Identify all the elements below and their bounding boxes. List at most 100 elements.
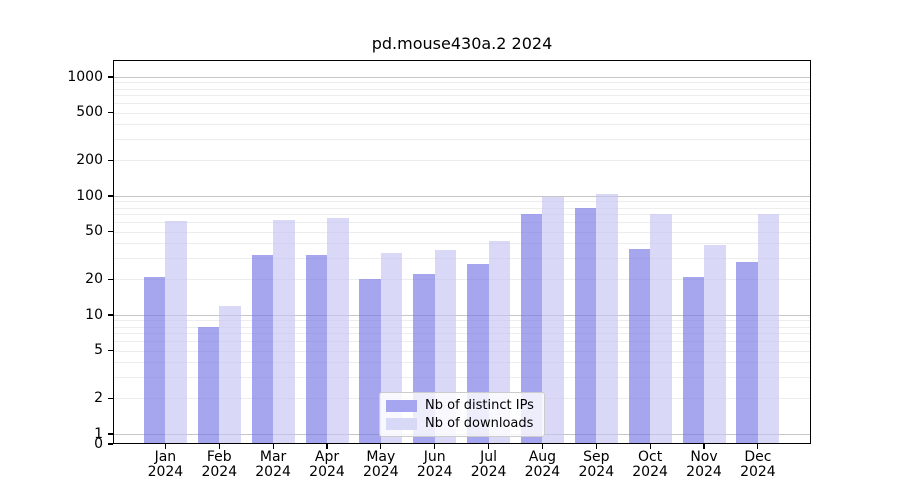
gridline-minor <box>113 377 811 379</box>
x-tick-label: Aug 2024 <box>524 449 561 480</box>
y-tick-label: 2 <box>94 389 103 406</box>
x-tick-mark <box>541 444 544 449</box>
y-tick-mark <box>107 314 113 316</box>
gridline-minor <box>113 222 811 224</box>
bar-downloads-mar <box>273 219 295 444</box>
x-tick-mark <box>272 444 274 449</box>
x-tick-label: Nov 2024 <box>686 449 722 480</box>
legend-swatch-ips-icon <box>386 399 417 412</box>
gridline-major <box>113 77 811 78</box>
gridline-minor <box>113 362 811 364</box>
y-tick-label: 100 <box>76 187 103 204</box>
bar-ips-feb <box>197 326 220 444</box>
gridline-minor <box>113 214 811 216</box>
bar-downloads-sep <box>596 193 618 444</box>
bar-ips-nov <box>682 276 704 444</box>
gridline-minor <box>113 350 811 352</box>
bar-ips-dec <box>736 261 758 444</box>
gridline-minor <box>113 139 811 141</box>
x-tick-label: Dec 2024 <box>740 449 776 480</box>
bar-downloads-dec <box>757 214 780 444</box>
gridline-minor <box>113 88 811 90</box>
x-tick-label: Mar 2024 <box>255 449 291 480</box>
chart-title: pd.mouse430a.2 2024 <box>371 34 553 53</box>
bar-ips-apr <box>305 254 327 444</box>
gridline-minor <box>113 258 811 260</box>
legend-label-distinct-ips: Nb of distinct IPs <box>425 398 534 413</box>
y-tick-mark <box>107 159 113 161</box>
y-tick-label: 5 <box>94 342 103 359</box>
legend-label-downloads: Nb of downloads <box>425 416 534 431</box>
y-tick-mark <box>107 443 113 445</box>
legend: Nb of distinct IPs Nb of downloads <box>379 392 545 437</box>
y-tick-label: 500 <box>76 104 103 121</box>
gridline-minor <box>113 201 811 203</box>
bar-downloads-oct <box>650 214 672 444</box>
y-tick-label: 20 <box>85 270 103 287</box>
bar-ips-sep <box>574 207 597 444</box>
y-tick-mark <box>107 397 113 399</box>
y-tick-mark <box>107 278 113 280</box>
gridline-minor <box>113 320 811 322</box>
y-tick-label: 0 <box>94 435 103 452</box>
gridline-minor <box>113 333 811 335</box>
x-tick-label: May 2024 <box>362 449 399 480</box>
gridline-minor <box>113 95 811 97</box>
x-tick-mark <box>326 444 328 449</box>
y-tick-label: 1000 <box>67 68 103 85</box>
gridline-minor <box>113 243 811 245</box>
y-tick-mark <box>107 76 113 78</box>
y-tick-mark <box>107 195 113 197</box>
y-tick-mark <box>107 231 113 233</box>
x-tick-mark <box>380 444 382 449</box>
bar-downloads-nov <box>704 244 726 444</box>
x-tick-label: Jan 2024 <box>147 449 184 480</box>
x-tick-label: Feb 2024 <box>201 449 238 480</box>
y-tick-mark <box>107 433 113 435</box>
gridline-minor <box>113 326 811 328</box>
x-tick-label: Oct 2024 <box>632 449 668 480</box>
plot-area <box>113 60 811 444</box>
legend-swatch-downloads-icon <box>386 417 417 430</box>
y-tick-label: 1 <box>94 425 103 442</box>
y-tick-mark <box>107 112 113 114</box>
bar-downloads-feb <box>219 305 241 444</box>
gridline-major <box>113 315 811 316</box>
gridline-minor <box>113 124 811 126</box>
bar-ips-aug <box>520 214 543 444</box>
gridline-minor <box>113 279 811 281</box>
gridline-minor <box>113 231 811 233</box>
legend-item-distinct-ips: Nb of distinct IPs <box>386 398 544 413</box>
x-tick-mark <box>218 444 220 449</box>
bar-downloads-apr <box>327 217 349 444</box>
gridline-minor <box>113 112 811 114</box>
x-tick-mark <box>164 444 167 449</box>
x-tick-mark <box>757 444 759 449</box>
y-tick-label: 200 <box>76 151 103 168</box>
y-tick-label: 50 <box>85 223 103 240</box>
x-tick-mark <box>703 444 705 449</box>
gridline-minor <box>113 207 811 209</box>
x-tick-label: Apr 2024 <box>309 449 345 480</box>
x-tick-mark <box>434 444 436 449</box>
y-tick-mark <box>107 350 113 352</box>
gridline-minor <box>113 82 811 84</box>
bar-ips-may <box>359 279 381 444</box>
x-tick-mark <box>487 444 490 449</box>
bar-ips-oct <box>628 248 651 444</box>
gridline-minor <box>113 103 811 105</box>
legend-item-downloads: Nb of downloads <box>386 416 544 431</box>
gridline-minor <box>113 160 811 162</box>
x-tick-mark <box>595 444 597 449</box>
gridline-minor <box>113 341 811 343</box>
x-tick-mark <box>649 444 651 449</box>
bar-ips-mar <box>251 254 274 444</box>
x-tick-label: Jul 2024 <box>470 449 507 480</box>
bar-downloads-aug <box>542 197 564 444</box>
gridline-major <box>113 196 811 197</box>
bar-downloads-jan <box>165 220 187 444</box>
y-tick-label: 10 <box>85 306 103 323</box>
x-tick-label: Jun 2024 <box>416 449 453 480</box>
x-tick-label: Sep 2024 <box>578 449 615 480</box>
